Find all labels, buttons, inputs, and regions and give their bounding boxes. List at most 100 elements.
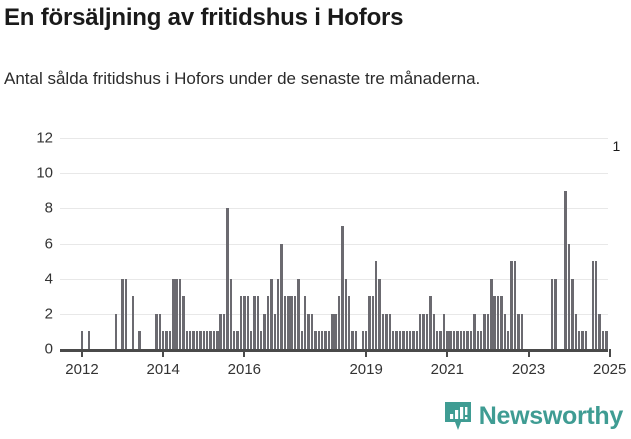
bar[interactable] [402,331,405,349]
bar[interactable] [449,331,452,349]
bar[interactable] [550,278,554,349]
newsworthy-logo[interactable]: Newsworthy [444,401,623,431]
bar[interactable] [466,331,469,349]
bar[interactable] [493,296,496,349]
bar[interactable] [425,313,429,349]
bar[interactable] [276,278,280,349]
bar[interactable] [270,278,273,349]
bar[interactable] [327,331,331,349]
bar[interactable] [80,331,84,349]
bar[interactable] [581,331,584,349]
bar[interactable] [348,296,351,349]
bar[interactable] [199,331,202,349]
bar[interactable] [378,278,381,349]
bar[interactable] [216,331,219,349]
bar[interactable] [182,296,185,349]
bar[interactable] [256,296,260,349]
bar[interactable] [432,313,435,349]
bar[interactable] [391,331,395,349]
bar[interactable] [419,313,422,349]
bar[interactable] [87,331,90,349]
bar[interactable] [446,331,449,349]
bar[interactable] [114,313,118,349]
bar[interactable] [500,296,503,349]
bar[interactable] [398,331,402,349]
bar[interactable] [243,296,246,349]
bar[interactable] [520,313,523,349]
bar[interactable] [442,313,446,349]
bar[interactable] [385,313,388,349]
bar[interactable] [310,313,314,349]
bar[interactable] [263,313,266,349]
bar[interactable] [287,296,290,349]
bar[interactable] [290,296,293,349]
bar[interactable] [388,313,392,349]
bar[interactable] [408,331,412,349]
bar[interactable] [280,243,283,349]
bar[interactable] [131,296,134,349]
bar[interactable] [554,278,557,349]
bar[interactable] [490,278,493,349]
bar[interactable] [239,296,243,349]
bar[interactable] [584,331,588,349]
bar[interactable] [496,296,500,349]
bar[interactable] [307,313,310,349]
bar[interactable] [273,313,276,349]
bar[interactable] [513,261,517,349]
bar[interactable] [249,331,253,349]
bar[interactable] [205,331,209,349]
bar[interactable] [371,296,375,349]
bar[interactable] [168,331,172,349]
bar[interactable] [594,261,598,349]
bar[interactable] [314,331,317,349]
bar[interactable] [185,331,189,349]
bar[interactable] [429,296,432,349]
bar[interactable] [232,331,236,349]
bar[interactable] [297,278,300,349]
bar[interactable] [598,313,601,349]
bar[interactable] [564,190,567,349]
bar[interactable] [222,313,226,349]
bar[interactable] [435,331,439,349]
bar[interactable] [463,331,466,349]
bar[interactable] [236,331,239,349]
bar[interactable] [479,331,483,349]
bar[interactable] [591,261,594,349]
bar[interactable] [331,313,334,349]
bar[interactable] [324,331,327,349]
bar[interactable] [381,313,385,349]
bar[interactable] [483,313,486,349]
bar[interactable] [189,331,192,349]
bar[interactable] [161,331,165,349]
bar[interactable] [165,331,168,349]
bar[interactable] [341,225,344,349]
bar[interactable] [124,278,128,349]
bar[interactable] [567,243,571,349]
bar[interactable] [155,313,158,349]
bar[interactable] [138,331,141,349]
bar[interactable] [469,331,473,349]
bar[interactable] [415,331,419,349]
bar[interactable] [506,331,510,349]
bar[interactable] [574,313,578,349]
bar[interactable] [405,331,408,349]
bar[interactable] [320,331,324,349]
bar[interactable] [202,331,205,349]
bar[interactable] [293,296,297,349]
bar[interactable] [368,296,371,349]
bar[interactable] [364,331,368,349]
bar[interactable] [334,313,337,349]
bar[interactable] [226,208,229,349]
bar[interactable] [605,331,608,349]
bar[interactable] [510,261,513,349]
bar[interactable] [246,296,249,349]
bar[interactable] [571,278,574,349]
bar[interactable] [503,313,507,349]
bar[interactable] [253,296,256,349]
bar[interactable] [452,331,456,349]
bar[interactable] [601,331,605,349]
bar[interactable] [260,331,263,349]
bar[interactable] [283,296,287,349]
bar[interactable] [351,331,354,349]
bar[interactable] [459,331,463,349]
